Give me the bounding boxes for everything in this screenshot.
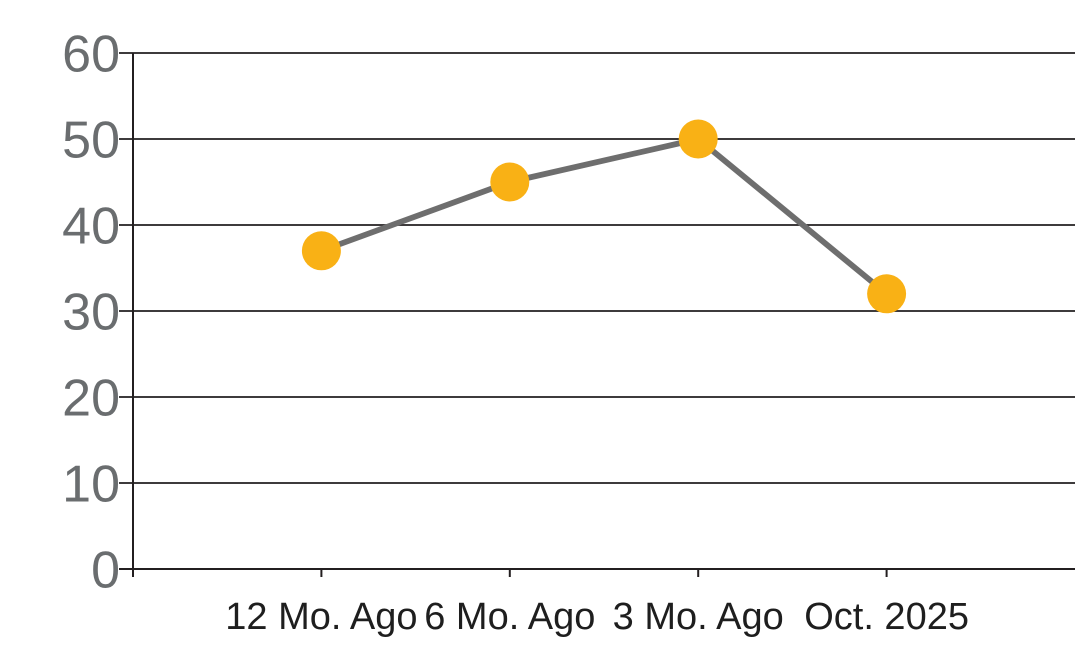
y-axis-tick-label: 0: [91, 542, 120, 600]
y-axis-tick-label: 60: [62, 26, 120, 84]
data-point-marker: [490, 162, 530, 202]
x-axis-category-label: 12 Mo. Ago: [225, 596, 417, 638]
y-axis-tick-label: 10: [62, 456, 120, 514]
data-line: [318, 136, 890, 297]
x-axis-category-label: Oct. 2025: [804, 596, 969, 638]
x-axis-category-label: 6 Mo. Ago: [424, 596, 595, 638]
data-point-marker: [867, 274, 907, 314]
data-point-marker: [301, 231, 341, 271]
y-axis-tick-label: 20: [62, 370, 120, 428]
y-axis-tick-label: 50: [62, 112, 120, 170]
data-point-marker: [678, 119, 718, 159]
x-axis-category-label: 3 Mo. Ago: [613, 596, 784, 638]
y-axis-tick-label: 40: [62, 198, 120, 256]
y-axis-tick-label: 30: [62, 284, 120, 342]
